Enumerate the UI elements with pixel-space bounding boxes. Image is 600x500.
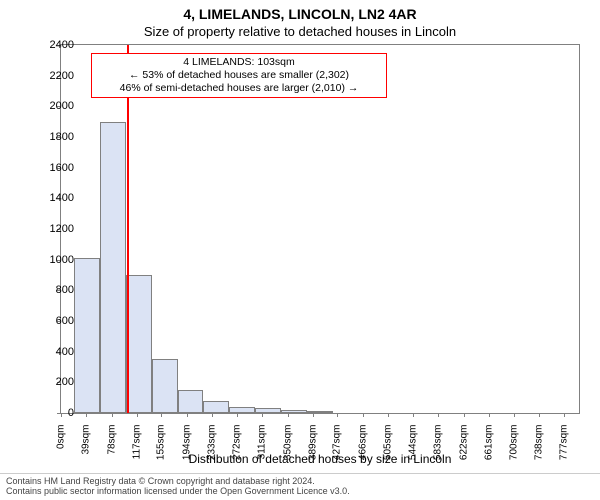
histogram-bar (152, 359, 178, 413)
y-tick-label: 1600 (24, 162, 74, 174)
histogram-bar (100, 122, 126, 413)
chart-subtitle: Size of property relative to detached ho… (0, 24, 600, 39)
plot-area: 4 LIMELANDS: 103sqm← 53% of detached hou… (60, 44, 580, 414)
x-tick-label: 544sqm (408, 425, 419, 465)
chart-title: 4, LIMELANDS, LINCOLN, LN2 4AR (0, 6, 600, 22)
y-tick-label: 1800 (24, 131, 74, 143)
histogram-bar (126, 275, 152, 413)
y-tick-label: 1200 (24, 223, 74, 235)
y-tick-label: 1400 (24, 192, 74, 204)
annotation-line: ← 53% of detached houses are smaller (2,… (96, 69, 382, 82)
x-tick-label: 155sqm (156, 425, 167, 465)
x-tick-label: 505sqm (382, 425, 393, 465)
x-tick-label: 622sqm (458, 425, 469, 465)
annotation-box: 4 LIMELANDS: 103sqm← 53% of detached hou… (91, 53, 387, 98)
y-tick-label: 2000 (24, 100, 74, 112)
footer-line-2: Contains public sector information licen… (6, 486, 350, 496)
x-tick-label: 117sqm (131, 425, 142, 465)
x-tick-label: 700sqm (509, 425, 520, 465)
y-tick-label: 0 (24, 407, 74, 419)
y-tick-label: 2200 (24, 70, 74, 82)
footer-line-1: Contains HM Land Registry data © Crown c… (6, 476, 315, 486)
x-tick-label: 78sqm (106, 425, 117, 465)
x-tick-label: 466sqm (357, 425, 368, 465)
reference-line (127, 45, 129, 413)
y-tick-label: 800 (24, 284, 74, 296)
annotation-line: 46% of semi-detached houses are larger (… (96, 82, 382, 95)
y-tick-label: 2400 (24, 39, 74, 51)
x-tick-label: 272sqm (232, 425, 243, 465)
histogram-bar (178, 390, 204, 413)
x-tick-label: 311sqm (257, 425, 268, 465)
x-tick-label: 427sqm (332, 425, 343, 465)
x-tick-label: 661sqm (483, 425, 494, 465)
x-tick-label: 0sqm (56, 425, 67, 465)
x-tick-label: 738sqm (533, 425, 544, 465)
x-tick-label: 583sqm (433, 425, 444, 465)
histogram-bar (74, 258, 100, 413)
x-tick-label: 777sqm (559, 425, 570, 465)
x-tick-label: 39sqm (81, 425, 92, 465)
chart-container: 4, LIMELANDS, LINCOLN, LN2 4AR Size of p… (0, 0, 600, 500)
y-tick-label: 600 (24, 315, 74, 327)
annotation-line: 4 LIMELANDS: 103sqm (96, 56, 382, 69)
histogram-bar (203, 401, 229, 413)
x-tick-label: 233sqm (206, 425, 217, 465)
y-tick-label: 1000 (24, 254, 74, 266)
x-tick-label: 194sqm (181, 425, 192, 465)
x-tick-label: 389sqm (307, 425, 318, 465)
y-tick-label: 400 (24, 346, 74, 358)
footer: Contains HM Land Registry data © Crown c… (0, 473, 600, 500)
x-tick-label: 350sqm (282, 425, 293, 465)
histogram-bar (229, 407, 255, 413)
histogram-bar (307, 411, 333, 413)
y-tick-label: 200 (24, 376, 74, 388)
histogram-bar (281, 410, 307, 413)
histogram-bar (255, 408, 281, 413)
